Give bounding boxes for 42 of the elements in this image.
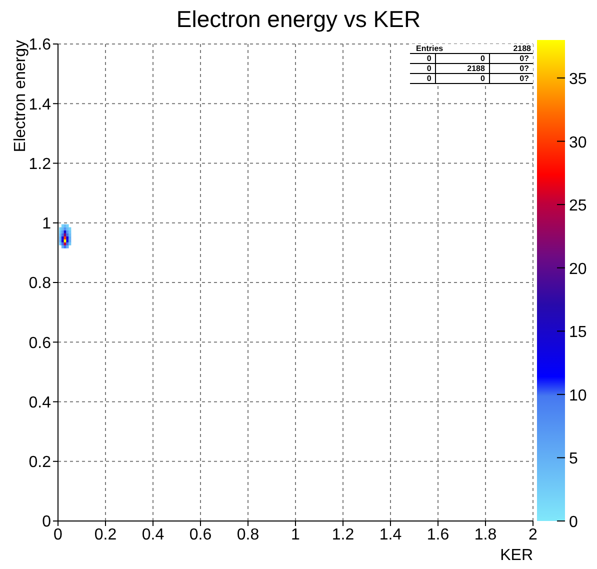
y-tick-label: 0.8 [28,275,52,292]
annotation: 2188 [436,64,490,74]
y-tick-label: 1.6 [28,36,52,54]
x-tick-label: 0 [54,526,63,544]
annotation: 0 [436,54,490,64]
annotation: 2188 [512,44,532,54]
x-tick-label: 0.4 [142,526,164,544]
y-tick-label: 0 [42,514,52,531]
color-bar-label: 15 [569,324,587,342]
annotation: 0? [489,74,533,84]
x-tick-label: 2 [528,526,538,544]
x-tick-label: 0.6 [189,526,212,544]
chart-title: Electron energy vs KER [175,6,422,33]
x-tick-label: 1.8 [474,526,497,544]
color-bar-label: 35 [569,70,587,88]
x-tick-label: 1.6 [426,526,450,544]
y-tick-label: 0.2 [28,454,52,472]
annotation: 0 [426,64,432,74]
y-axis-title: Electron energy [12,40,30,152]
annotation: 0? [489,54,533,64]
x-tick-label: 1.2 [332,526,354,544]
color-bar-label: 25 [569,198,587,215]
color-bar-label: 5 [569,450,578,468]
x-tick-label: 0.2 [94,526,117,544]
color-bar-label: 10 [569,387,587,404]
annotation: 0 [426,54,432,64]
y-tick-label: 0.4 [28,394,52,412]
annotation: 0? [489,64,533,74]
annotation: Entries [415,44,444,54]
annotation: 0 [426,74,432,84]
x-tick-label: 1 [291,526,300,544]
y-tick-label: 0.6 [28,334,52,352]
color-bar-label: 30 [569,134,587,152]
x-axis-title: KER [500,547,533,565]
annotation: 0 [436,74,490,84]
y-tick-label: 1 [42,216,52,233]
y-tick-label: 1.2 [28,156,52,173]
x-tick-label: 1.4 [379,526,402,544]
color-bar-label: 20 [569,260,587,278]
y-tick-label: 1.4 [28,96,52,114]
x-tick-label: 0.8 [236,526,260,544]
color-bar-label: 0 [569,514,578,531]
